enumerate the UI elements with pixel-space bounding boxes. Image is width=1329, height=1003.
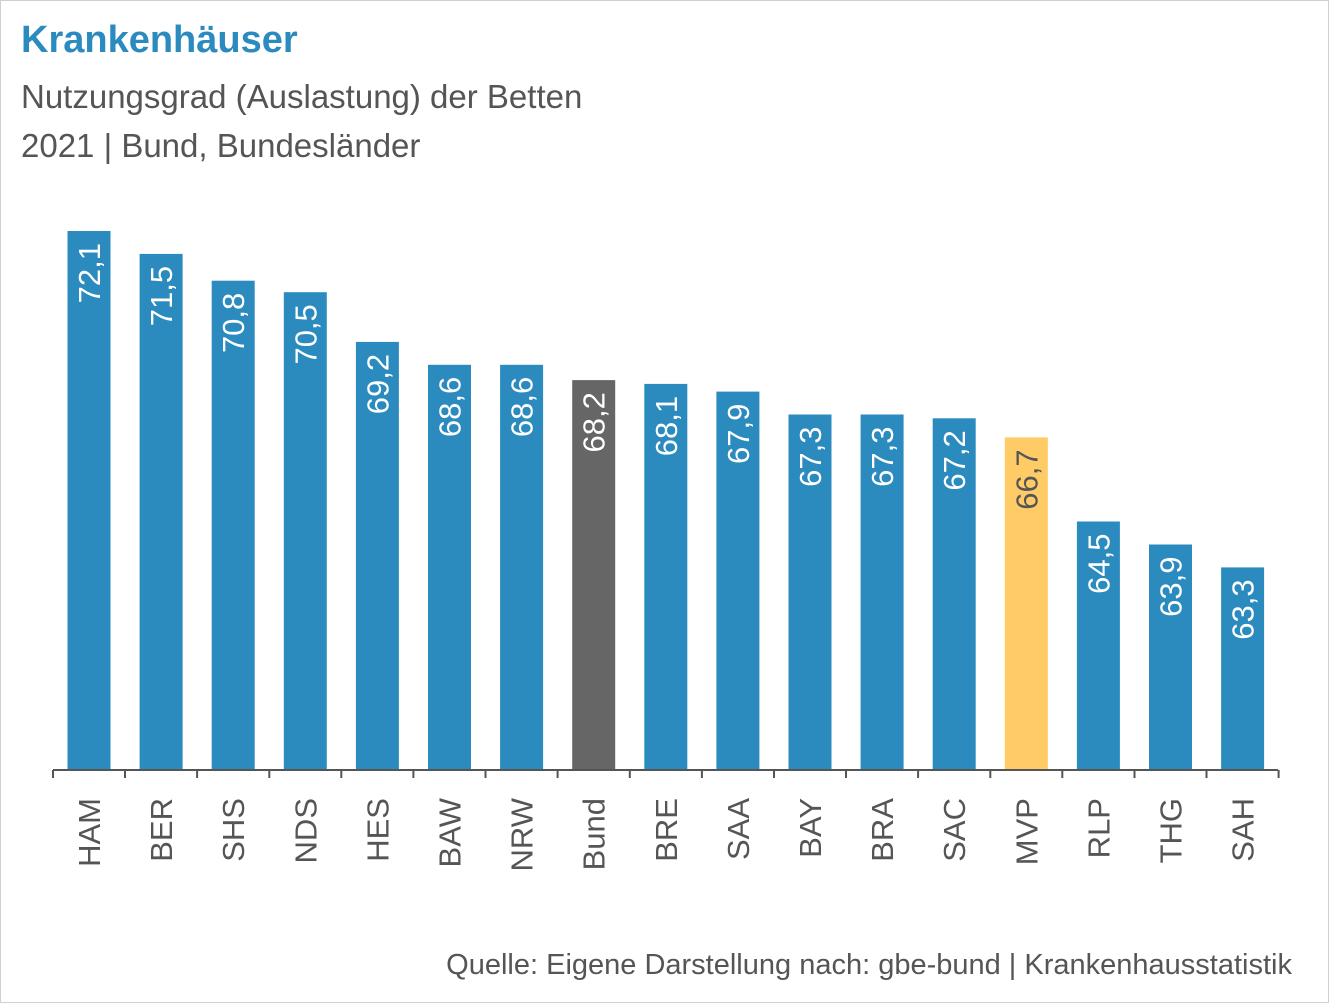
value-label-baw: 68,6	[433, 377, 468, 437]
bar-ber	[139, 253, 183, 770]
category-label-bre: BRE	[649, 798, 684, 862]
bar-bund	[572, 380, 616, 770]
chart-title: Krankenhäuser	[21, 19, 298, 61]
value-label-mvp: 66,7	[1009, 449, 1044, 509]
bar-sah	[1221, 567, 1265, 770]
bar-baw	[428, 364, 471, 770]
category-label-rlp: RLP	[1081, 798, 1116, 858]
value-label-bre: 68,1	[649, 396, 684, 456]
value-label-nds: 70,5	[288, 304, 323, 364]
bar-nds	[283, 292, 327, 770]
value-label-nrw: 68,6	[505, 377, 540, 437]
category-label-nrw: NRW	[505, 797, 540, 871]
value-label-saa: 67,9	[721, 404, 756, 464]
category-label-sah: SAH	[1226, 798, 1261, 862]
category-label-baw: BAW	[433, 797, 468, 867]
chart-subtitle: Nutzungsgrad (Auslastung) der Betten	[21, 78, 583, 115]
bar-thg	[1149, 544, 1192, 770]
bar-nrw	[500, 364, 544, 770]
source-note: Quelle: Eigene Darstellung nach: gbe-bun…	[446, 949, 1292, 981]
bar-hes	[355, 341, 399, 770]
category-label-shs: SHS	[216, 798, 251, 862]
bar-saa	[716, 391, 760, 770]
bar-bay	[788, 414, 832, 770]
category-label-nds: NDS	[288, 798, 323, 863]
category-label-bay: BAY	[793, 798, 828, 858]
value-label-hes: 69,2	[360, 354, 395, 414]
value-label-bay: 67,3	[793, 427, 828, 487]
value-label-sac: 67,2	[937, 430, 972, 490]
category-label-bund: Bund	[577, 798, 612, 870]
bar-shs	[211, 280, 255, 770]
bar-ham	[67, 231, 111, 770]
bar-bre	[644, 383, 688, 770]
category-label-ber: BER	[144, 798, 179, 862]
bar-rlp	[1076, 521, 1120, 770]
bar-bra	[860, 414, 904, 770]
value-label-ber: 71,5	[144, 266, 179, 326]
bar-mvp	[1004, 437, 1048, 770]
value-label-rlp: 64,5	[1081, 534, 1116, 594]
category-label-bra: BRA	[865, 798, 900, 862]
value-label-ham: 72,1	[72, 243, 107, 303]
category-label-sac: SAC	[937, 798, 972, 862]
category-label-hes: HES	[360, 798, 395, 862]
category-label-mvp: MVP	[1009, 798, 1044, 865]
chart-subtitle-year-scope: 2021 | Bund, Bundesländer	[21, 127, 421, 164]
value-label-bund: 68,2	[577, 392, 612, 452]
value-label-bra: 67,3	[865, 427, 900, 487]
bar-sac	[932, 418, 976, 770]
category-label-thg: THG	[1154, 798, 1189, 863]
value-label-sah: 63,3	[1226, 579, 1261, 639]
value-label-shs: 70,8	[216, 293, 251, 353]
category-label-ham: HAM	[72, 798, 107, 867]
category-label-saa: SAA	[721, 798, 756, 860]
value-label-thg: 63,9	[1154, 557, 1189, 617]
